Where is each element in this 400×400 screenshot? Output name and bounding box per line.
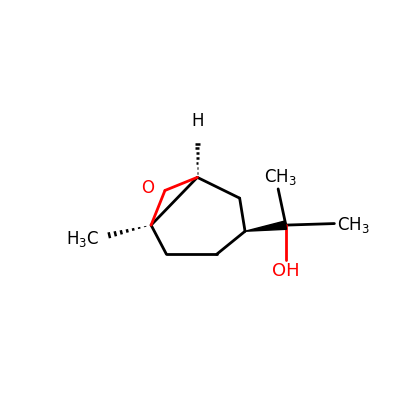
- Text: OH: OH: [272, 262, 300, 280]
- Polygon shape: [245, 221, 286, 231]
- Text: H: H: [191, 112, 204, 130]
- Text: H$_3$C: H$_3$C: [66, 229, 99, 249]
- Text: CH$_3$: CH$_3$: [264, 166, 297, 186]
- Text: CH$_3$: CH$_3$: [338, 215, 370, 235]
- Text: O: O: [141, 179, 154, 197]
